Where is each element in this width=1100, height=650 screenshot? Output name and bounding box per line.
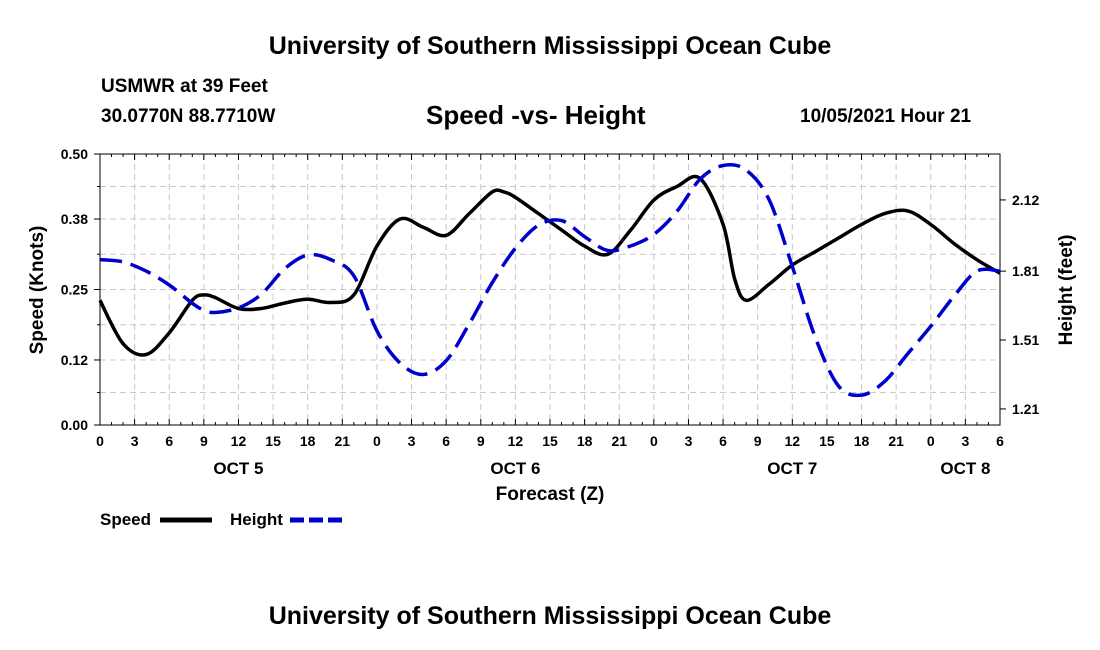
x-tick-label: 0 <box>927 433 935 449</box>
x-tick-label: 15 <box>542 433 558 449</box>
x-tick-label: 18 <box>300 433 316 449</box>
x-tick-label: 3 <box>408 433 416 449</box>
x-tick-label: 21 <box>335 433 351 449</box>
x-tick-label: 18 <box>577 433 593 449</box>
station-label: USMWR at 39 Feet <box>101 76 268 97</box>
y2-tick-label: 1.81 <box>1012 263 1039 279</box>
y2-tick-label: 2.12 <box>1012 192 1039 208</box>
x-tick-label: 6 <box>719 433 727 449</box>
speed-series-line <box>98 174 1001 357</box>
x-tick-label: 3 <box>131 433 139 449</box>
x-axis-title: Forecast (Z) <box>496 484 605 505</box>
chart-subtitle: Speed -vs- Height <box>426 100 646 130</box>
x-tick-label: 18 <box>854 433 870 449</box>
day-label: OCT 6 <box>490 459 540 478</box>
axis-labels: OCT 5 OCT 6 OCT 7 OCT 8 Forecast (Z) Speed (K… <box>27 226 1077 505</box>
day-label: OCT 8 <box>940 459 990 478</box>
y-axis-title: Speed (Knots) <box>27 226 48 355</box>
y-tick-label: 0.50 <box>61 146 88 162</box>
top-title: University of Southern Mississippi Ocean… <box>268 32 832 60</box>
legend-label-height: Height <box>230 510 283 529</box>
x-tick-label: 0 <box>373 433 381 449</box>
y2-axis-title: Height (feet) <box>1056 235 1077 346</box>
x-tick-label: 3 <box>685 433 693 449</box>
y-tick-label: 0.38 <box>61 211 88 227</box>
x-tick-label: 0 <box>650 433 658 449</box>
x-tick-label: 9 <box>754 433 762 449</box>
x-tick-label: 0 <box>96 433 104 449</box>
legend-label-speed: Speed <box>100 510 151 529</box>
bottom-title: University of Southern Mississippi Ocean… <box>268 602 832 630</box>
y2-tick-label: 1.21 <box>1012 401 1039 417</box>
x-tick-label: 12 <box>231 433 247 449</box>
x-tick-label: 12 <box>785 433 801 449</box>
x-tick-label: 15 <box>819 433 835 449</box>
y-tick-label: 0.12 <box>61 352 88 368</box>
x-tick-label: 21 <box>611 433 627 449</box>
y-tick-label: 0.25 <box>61 282 88 298</box>
x-tick-label: 21 <box>888 433 904 449</box>
y2-tick-label: 1.51 <box>1012 332 1039 348</box>
day-label: OCT 7 <box>767 459 817 478</box>
x-tick-label: 12 <box>508 433 524 449</box>
x-tick-label: 9 <box>477 433 485 449</box>
x-tick-label: 15 <box>265 433 281 449</box>
x-tick-label: 3 <box>961 433 969 449</box>
grid <box>100 154 1000 425</box>
series <box>98 163 1001 398</box>
station-coords: 30.0770N 88.7710W <box>101 106 276 127</box>
y-tick-label: 0.00 <box>61 417 88 433</box>
day-label: OCT 5 <box>213 459 263 478</box>
x-tick-label: 6 <box>996 433 1004 449</box>
x-tick-label: 9 <box>200 433 208 449</box>
forecast-datetime: 10/05/2021 Hour 21 <box>800 106 972 127</box>
x-tick-label: 6 <box>442 433 450 449</box>
x-tick-label: 6 <box>165 433 173 449</box>
legend: Speed Height <box>100 510 342 529</box>
axes: 0 3 6 9 12 15 18 21 0 3 6 9 12 15 18 21 0 3 6 9 12 15 18 21 0 3 6 0… <box>61 146 1040 449</box>
